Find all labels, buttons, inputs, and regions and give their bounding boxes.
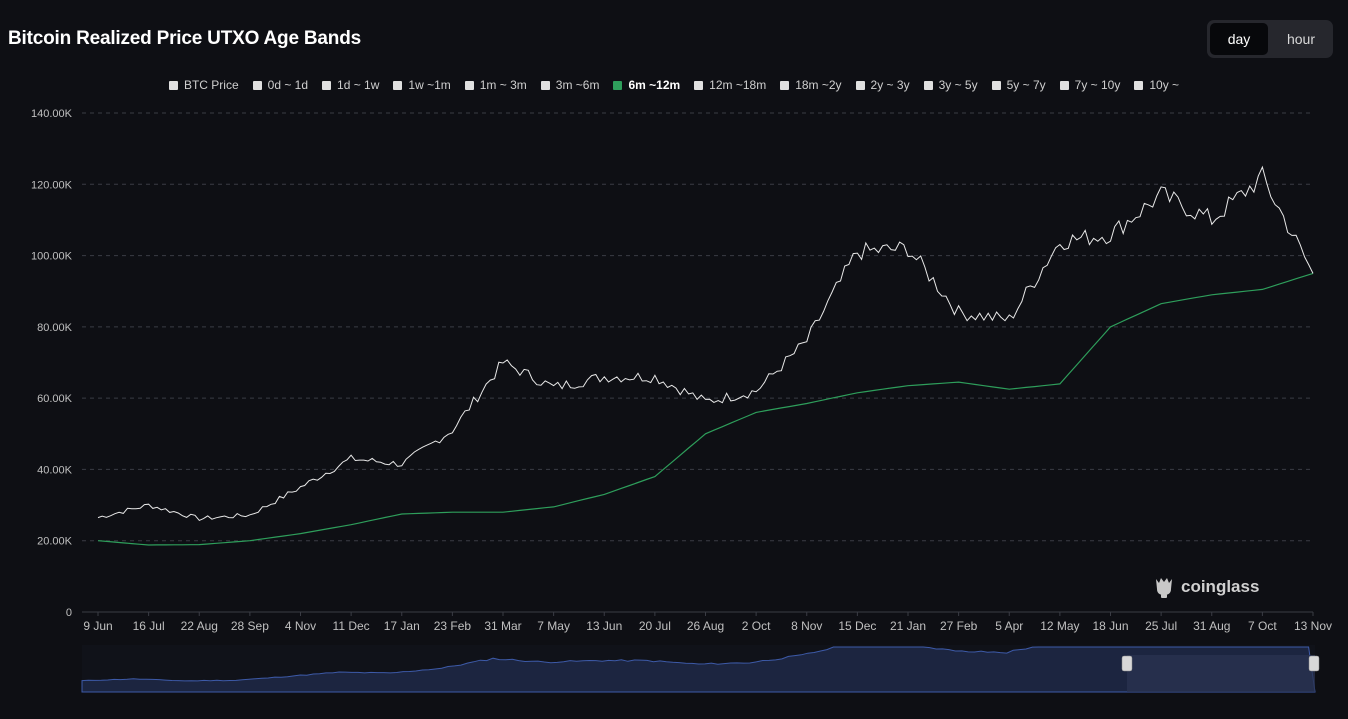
coinglass-logo-icon	[1156, 578, 1172, 598]
legend-item[interactable]: 7y ~ 10y	[1059, 78, 1121, 92]
x-tick-label: 22 Aug	[181, 619, 218, 633]
legend-label: 7y ~ 10y	[1074, 78, 1121, 92]
navigator-window	[1127, 655, 1315, 692]
legend-swatch	[252, 80, 262, 90]
legend-label: 3y ~ 5y	[938, 78, 978, 92]
legend-label: 5y ~ 7y	[1006, 78, 1046, 92]
legend-label: BTC Price	[183, 78, 239, 92]
x-tick-label: 26 Aug	[687, 619, 724, 633]
legend-label: 1w ~1m	[408, 78, 451, 92]
x-tick-label: 16 Jul	[133, 619, 165, 633]
interval-toggle: day hour	[1207, 20, 1333, 58]
legend-label: 2y ~ 3y	[870, 78, 910, 92]
legend-swatch	[393, 80, 403, 90]
navigator-handle-left[interactable]	[1121, 655, 1133, 672]
legend-item[interactable]: 6m ~12m	[613, 78, 680, 92]
legend-label: 3m ~6m	[555, 78, 600, 92]
x-tick-label: 18 Jun	[1092, 619, 1128, 633]
legend-swatch	[694, 80, 704, 90]
x-tick-label: 9 Jun	[83, 619, 112, 633]
chart-title: Bitcoin Realized Price UTXO Age Bands	[8, 28, 361, 49]
x-tick-label: 20 Jul	[639, 619, 671, 633]
y-tick-label: 100.00K	[31, 251, 73, 263]
y-tick-label: 0	[66, 607, 72, 619]
legend-item[interactable]: 3y ~ 5y	[923, 78, 978, 92]
legend-swatch	[540, 80, 550, 90]
legend-label: 12m ~18m	[709, 78, 767, 92]
x-tick-label: 15 Dec	[838, 619, 876, 633]
legend-label: 10y ~	[1149, 78, 1180, 92]
x-tick-label: 12 May	[1040, 619, 1079, 633]
x-tick-label: 13 Jun	[586, 619, 622, 633]
legend-swatch	[991, 80, 1001, 90]
y-tick-label: 20.00K	[37, 536, 73, 548]
brand-name: coinglass	[1181, 577, 1260, 596]
x-tick-label: 2 Oct	[742, 619, 771, 633]
interval-day-button[interactable]: day	[1210, 23, 1268, 55]
legend-item[interactable]: 10y ~	[1134, 78, 1179, 92]
x-tick-label: 8 Nov	[791, 619, 822, 633]
legend-item[interactable]: 3m ~6m	[540, 78, 600, 92]
legend-label: 18m ~2y	[795, 78, 842, 92]
chart-legend: BTC Price 0d ~ 1d 1d ~ 1w 1w ~1m 1m ~ 3m 3m ~…	[0, 78, 1348, 92]
navigator-series	[81, 646, 1316, 693]
legend-label: 0d ~ 1d	[267, 78, 309, 92]
legend-item[interactable]: BTC Price	[168, 78, 239, 92]
y-tick-label: 120.00K	[31, 179, 73, 191]
legend-item[interactable]: 5y ~ 7y	[991, 78, 1046, 92]
navigator-handle-right[interactable]	[1308, 655, 1320, 672]
x-tick-label: 31 Aug	[1193, 619, 1230, 633]
legend-swatch	[1059, 80, 1069, 90]
legend-item[interactable]: 18m ~2y	[780, 78, 842, 92]
x-tick-label: 11 Dec	[333, 619, 370, 633]
x-tick-label: 7 May	[537, 619, 570, 633]
legend-item[interactable]: 1m ~ 3m	[464, 78, 527, 92]
legend-swatch	[168, 80, 178, 90]
legend-swatch	[464, 80, 474, 90]
x-tick-label: 4 Nov	[285, 619, 316, 633]
legend-label: 1m ~ 3m	[479, 78, 527, 92]
legend-label: 1d ~ 1w	[337, 78, 380, 92]
x-tick-label: 5 Apr	[995, 619, 1023, 633]
legend-item[interactable]: 2y ~ 3y	[855, 78, 910, 92]
legend-item[interactable]: 0d ~ 1d	[252, 78, 309, 92]
x-tick-label: 27 Feb	[940, 619, 978, 633]
legend-swatch	[322, 80, 332, 90]
brand-watermark: coinglass	[1153, 575, 1259, 599]
interval-hour-button[interactable]: hour	[1286, 31, 1316, 47]
y-tick-label: 60.00K	[37, 393, 73, 405]
legend-swatch	[613, 80, 623, 90]
x-tick-label: 13 Nov	[1294, 619, 1332, 633]
x-tick-label: 28 Sep	[231, 619, 269, 633]
legend-swatch	[923, 80, 933, 90]
legend-swatch	[1134, 80, 1144, 90]
legend-swatch	[780, 80, 790, 90]
y-tick-label: 80.00K	[37, 322, 73, 334]
legend-swatch	[855, 80, 865, 90]
y-tick-label: 140.00K	[31, 108, 73, 120]
x-tick-label: 17 Jan	[384, 619, 420, 633]
x-tick-label: 25 Jul	[1145, 619, 1177, 633]
legend-item[interactable]: 12m ~18m	[694, 78, 766, 92]
x-tick-label: 7 Oct	[1248, 619, 1277, 633]
legend-item[interactable]: 1d ~ 1w	[322, 78, 379, 92]
y-tick-label: 40.00K	[37, 464, 73, 476]
legend-label: 6m ~12m	[628, 78, 681, 92]
series-line-6m-12m	[97, 272, 1314, 546]
series-line-btc-price	[97, 165, 1314, 522]
x-tick-label: 23 Feb	[434, 619, 472, 633]
x-tick-label: 31 Mar	[484, 619, 521, 633]
x-tick-label: 21 Jan	[890, 619, 926, 633]
legend-item[interactable]: 1w ~1m	[393, 78, 451, 92]
